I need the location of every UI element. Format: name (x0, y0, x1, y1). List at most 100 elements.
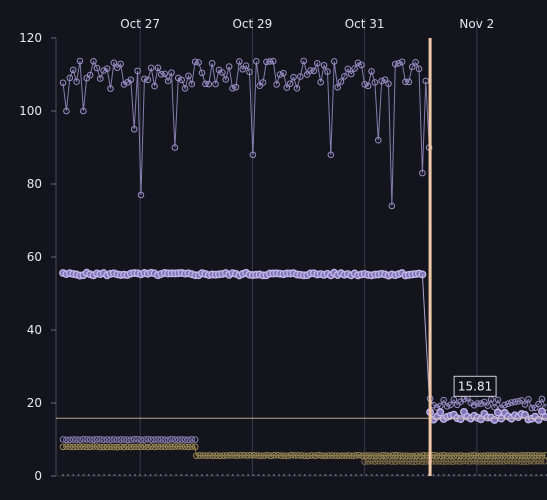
data-point (439, 458, 446, 465)
data-point (538, 407, 546, 416)
data-point (517, 458, 524, 465)
data-point (236, 58, 243, 65)
data-point (456, 415, 465, 424)
data-point (525, 396, 532, 403)
data-point (378, 458, 385, 465)
data-point (331, 452, 339, 459)
data-point (236, 474, 239, 476)
data-point (509, 474, 512, 476)
data-point (76, 57, 84, 65)
data-point (401, 474, 404, 476)
data-point (534, 457, 541, 465)
data-point (368, 68, 375, 75)
data-point (243, 452, 251, 459)
data-point (538, 395, 546, 403)
data-point (406, 474, 409, 476)
data-point (139, 474, 142, 476)
data-point (415, 457, 423, 465)
data-point (503, 457, 511, 465)
data-point (324, 474, 327, 476)
data-point (514, 474, 517, 476)
data-point (388, 458, 396, 465)
data-point (117, 60, 124, 68)
data-point (298, 452, 305, 459)
data-point (450, 396, 458, 403)
data-point (408, 458, 416, 465)
data-point (239, 65, 246, 73)
data-point (273, 81, 280, 88)
crosshair[interactable]: 15.81 (56, 38, 547, 476)
data-point (164, 474, 167, 476)
data-point (385, 80, 392, 88)
data-point (185, 474, 188, 476)
data-point (147, 64, 155, 72)
data-point (170, 474, 173, 476)
x-tick-label: Oct 29 (232, 17, 272, 31)
data-point (301, 452, 309, 460)
data-point (324, 68, 331, 75)
data-point (110, 436, 118, 443)
data-point (144, 443, 152, 451)
data-point (347, 70, 355, 78)
data-point (361, 81, 369, 88)
data-point (298, 474, 301, 476)
data-point (196, 452, 203, 459)
data-point (216, 474, 219, 476)
data-point (341, 72, 348, 80)
data-point (319, 474, 322, 476)
data-point (396, 474, 399, 476)
data-point (249, 151, 257, 159)
data-point (124, 443, 131, 450)
data-point (76, 443, 84, 451)
data-point (395, 457, 402, 465)
data-point (334, 83, 341, 91)
data-point (66, 436, 74, 443)
data-point (525, 452, 532, 459)
data-point (330, 58, 338, 65)
data-point (374, 457, 382, 465)
data-point (477, 400, 485, 407)
data-point (272, 474, 275, 476)
data-point (103, 436, 111, 443)
data-point (532, 452, 539, 459)
data-point (300, 57, 308, 65)
data-point (221, 474, 224, 476)
data-point (110, 443, 118, 451)
data-point (535, 474, 538, 476)
data-point (100, 443, 107, 451)
data-point (137, 436, 145, 444)
data-point (67, 474, 70, 476)
data-point (355, 474, 358, 476)
data-point (488, 474, 491, 476)
data-point (211, 474, 214, 476)
data-point (473, 458, 480, 465)
value-tooltip (453, 375, 497, 397)
data-point (274, 451, 281, 459)
data-point (334, 474, 337, 476)
data-point (521, 452, 529, 459)
data-point (226, 474, 229, 476)
data-point (237, 451, 244, 459)
data-point (412, 59, 419, 66)
data-point (350, 474, 353, 476)
data-point (443, 403, 451, 410)
data-point (481, 398, 488, 406)
data-point (188, 80, 196, 88)
data-point (188, 443, 196, 450)
data-point (432, 474, 435, 476)
data-point (86, 436, 94, 443)
data-point (339, 474, 342, 476)
data-point (294, 452, 302, 459)
data-point (90, 443, 97, 450)
data-point (308, 474, 311, 476)
data-point (134, 67, 141, 75)
data-point (449, 458, 457, 465)
data-point (262, 474, 265, 476)
data-point (413, 452, 420, 459)
data-point (178, 436, 185, 443)
data-point (402, 78, 409, 86)
data-point (66, 443, 74, 451)
data-point (195, 474, 198, 476)
data-point (124, 436, 131, 444)
x-tick-label: Oct 27 (120, 17, 160, 31)
